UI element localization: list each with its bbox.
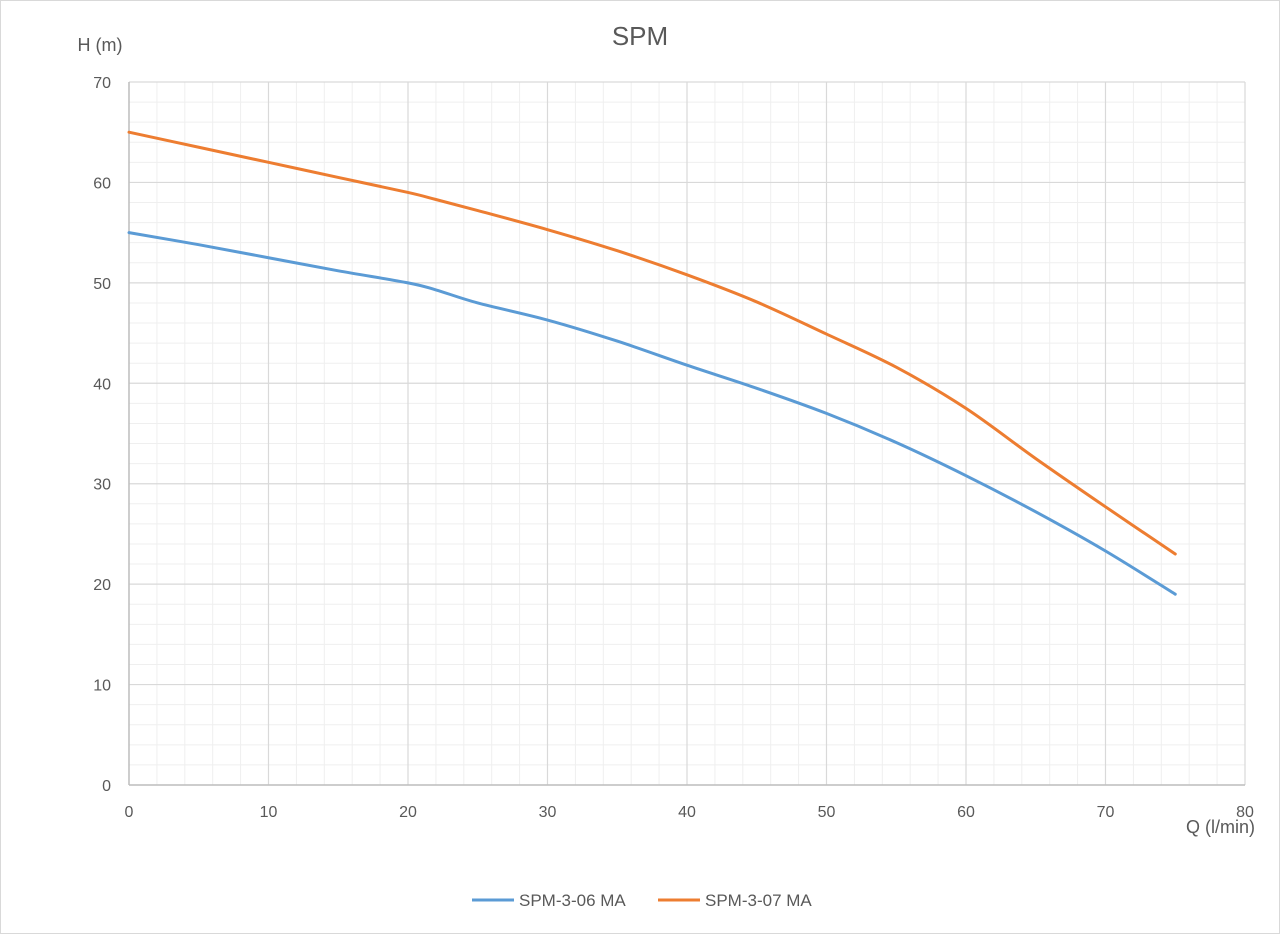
legend-label-spm-3-06: SPM-3-06 MA xyxy=(519,891,626,910)
series-layer xyxy=(127,130,1177,596)
y-tick-label: 40 xyxy=(93,376,111,393)
x-tick-labels: 0 10 20 30 40 50 60 70 80 xyxy=(125,804,1254,821)
x-tick-label: 70 xyxy=(1097,804,1115,821)
chart-title: SPM xyxy=(612,21,668,51)
x-tick-label: 0 xyxy=(125,804,134,821)
y-tick-label: 60 xyxy=(93,175,111,192)
y-tick-labels: 0 10 20 30 40 50 60 70 xyxy=(93,75,111,795)
y-tick-label: 30 xyxy=(93,477,111,494)
series-line-1 xyxy=(127,130,1177,556)
x-axis-label: Q (l/min) xyxy=(1186,817,1255,837)
y-tick-label: 10 xyxy=(93,678,111,695)
y-tick-label: 20 xyxy=(93,577,111,594)
x-tick-label: 40 xyxy=(678,804,696,821)
legend: SPM-3-06 MA SPM-3-07 MA xyxy=(472,891,812,910)
series-line-0 xyxy=(127,231,1177,596)
y-tick-label: 70 xyxy=(93,75,111,92)
y-axis-label: H (m) xyxy=(78,35,123,55)
x-tick-label: 60 xyxy=(957,804,975,821)
y-tick-label: 50 xyxy=(93,276,111,293)
y-tick-label: 0 xyxy=(102,778,111,795)
x-tick-label: 10 xyxy=(260,804,278,821)
x-tick-label: 20 xyxy=(399,804,417,821)
x-tick-label: 80 xyxy=(1236,804,1254,821)
legend-label-spm-3-07: SPM-3-07 MA xyxy=(705,891,812,910)
x-tick-label: 50 xyxy=(818,804,836,821)
axes xyxy=(128,82,1245,786)
x-tick-label: 30 xyxy=(539,804,557,821)
